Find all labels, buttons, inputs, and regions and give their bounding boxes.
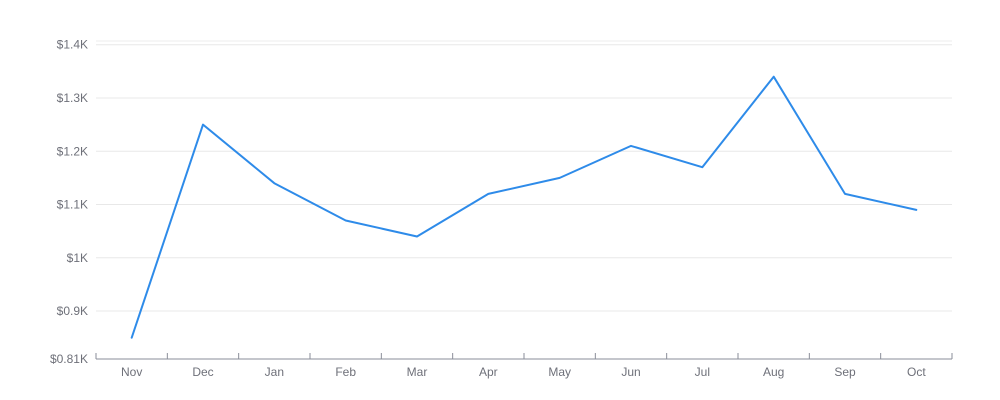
x-axis-tick-label: Jun xyxy=(621,365,640,379)
y-axis-tick-label: $0.81K xyxy=(50,352,88,366)
x-axis-tick-label: Sep xyxy=(834,365,856,379)
y-axis-tick-label: $1.1K xyxy=(57,198,88,212)
x-axis-tick-label: May xyxy=(548,365,571,379)
x-axis-tick-label: Apr xyxy=(479,365,498,379)
y-axis-tick-label: $1.2K xyxy=(57,144,88,158)
x-axis-tick-label: Feb xyxy=(335,365,356,379)
y-axis-tick-label: $0.9K xyxy=(57,304,88,318)
x-axis-tick-label: Mar xyxy=(407,365,428,379)
x-axis-tick-label: Nov xyxy=(121,365,142,379)
y-axis-tick-label: $1.3K xyxy=(57,91,88,105)
x-axis-tick-label: Oct xyxy=(907,365,926,379)
data-series-line xyxy=(130,75,918,339)
y-axis-tick-label: $1.4K xyxy=(57,38,88,52)
x-axis-tick-label: Jul xyxy=(695,365,710,379)
x-axis-tick-label: Dec xyxy=(192,365,213,379)
y-axis-tick-label: $1K xyxy=(67,251,88,265)
x-axis-tick-label: Aug xyxy=(763,365,784,379)
x-axis-tick-label: Jan xyxy=(265,365,284,379)
